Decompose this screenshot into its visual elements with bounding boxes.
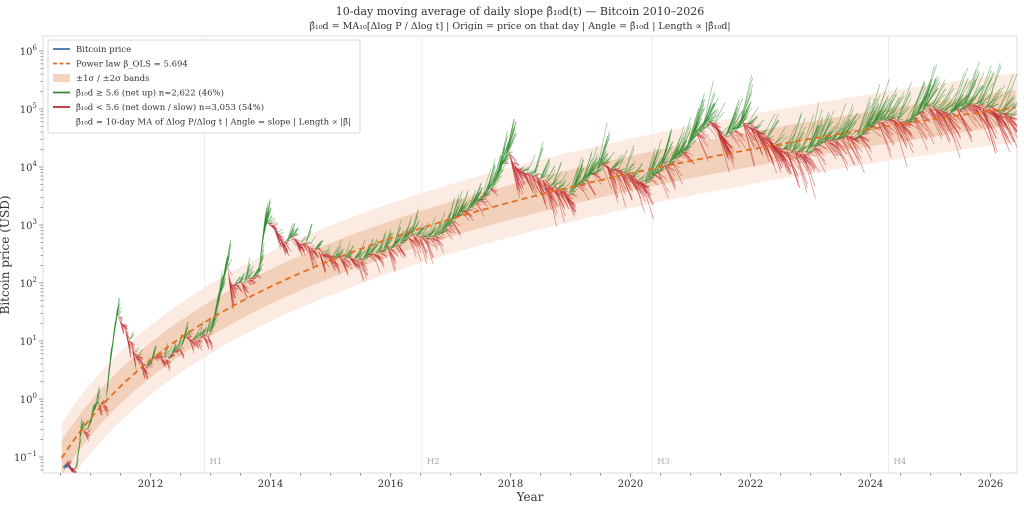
legend-label: β̂₁₀d < 5.6 (net down / slow) n=3,053 (5… [76, 102, 264, 113]
slope-vector-down [404, 240, 408, 241]
y-tick-base: 10 [20, 105, 33, 116]
x-axis: 2012 2014 2016 2018 2020 2022 2024 2026 [61, 473, 1004, 490]
y-axis-label: Bitcoin price (USD) [0, 195, 12, 314]
slope-vector-down [469, 210, 473, 211]
y-tick-exponent: 0 [33, 392, 37, 400]
halving-label: H1 [210, 457, 223, 467]
slope-vector-down [150, 364, 153, 365]
legend-label: β̂₁₀d = 10-day MA of Δlog P/Δlog t | Ang… [76, 117, 351, 128]
y-tick-exponent: 4 [33, 160, 38, 168]
y-tick-base: 10 [20, 47, 33, 58]
y-tick-exponent: 2 [33, 276, 37, 284]
x-axis-label: Year [516, 490, 544, 504]
x-tick-label: 2022 [738, 479, 763, 490]
x-tick-label: 2012 [138, 479, 163, 490]
y-tick-exponent: −1 [27, 450, 37, 458]
y-tick-label: 101 [20, 334, 37, 348]
y-tick-label: 102 [20, 276, 37, 290]
legend-label: ±1σ / ±2σ bands [76, 74, 149, 84]
legend-label: β̂₁₀d ≥ 5.6 (net up) n=2,622 (46%) [76, 88, 224, 99]
x-tick-label: 2014 [258, 479, 283, 490]
y-tick-exponent: 3 [33, 218, 37, 226]
y-tick-base: 10 [20, 279, 33, 290]
x-tick-label: 2016 [378, 479, 403, 490]
x-tick-label: 2020 [618, 479, 643, 490]
y-tick-exponent: 1 [33, 334, 37, 342]
legend-label: Power law β_OLS = 5.694 [76, 60, 188, 70]
halving-label: H3 [657, 457, 670, 467]
y-tick-label: 10−1 [14, 450, 37, 464]
y-tick-label: 104 [20, 160, 38, 174]
y-tick-label: 100 [20, 392, 37, 406]
y-tick-base: 10 [20, 395, 33, 406]
y-tick-base: 10 [20, 337, 33, 348]
y-tick-base: 10 [20, 163, 33, 174]
y-tick-label: 103 [20, 218, 37, 232]
y-tick-label: 106 [20, 44, 38, 58]
y-tick-base: 10 [20, 221, 33, 232]
y-tick-label: 105 [20, 102, 37, 116]
legend-label: Bitcoin price [76, 45, 131, 55]
x-tick-label: 2018 [498, 479, 523, 490]
slope-vector-down [280, 236, 284, 237]
chart-subtitle: β̂₁₀d = MA₁₀[Δlog P / Δlog t] | Origin =… [309, 21, 730, 32]
y-tick-exponent: 5 [33, 102, 37, 110]
halving-label: H2 [427, 457, 440, 467]
x-tick-label: 2024 [858, 479, 883, 490]
slope-vector-down [715, 123, 719, 124]
y-tick-exponent: 6 [33, 44, 38, 52]
legend-swatch [53, 74, 70, 82]
halving-label: H4 [894, 457, 907, 467]
chart-title: 10-day moving average of daily slope β̂₁… [336, 5, 705, 18]
legend: Bitcoin price Power law β_OLS = 5.694 ±1σ … [48, 40, 360, 133]
y-tick-base: 10 [14, 453, 27, 464]
x-tick-label: 2026 [978, 479, 1003, 490]
slope-vector-down [387, 246, 391, 247]
